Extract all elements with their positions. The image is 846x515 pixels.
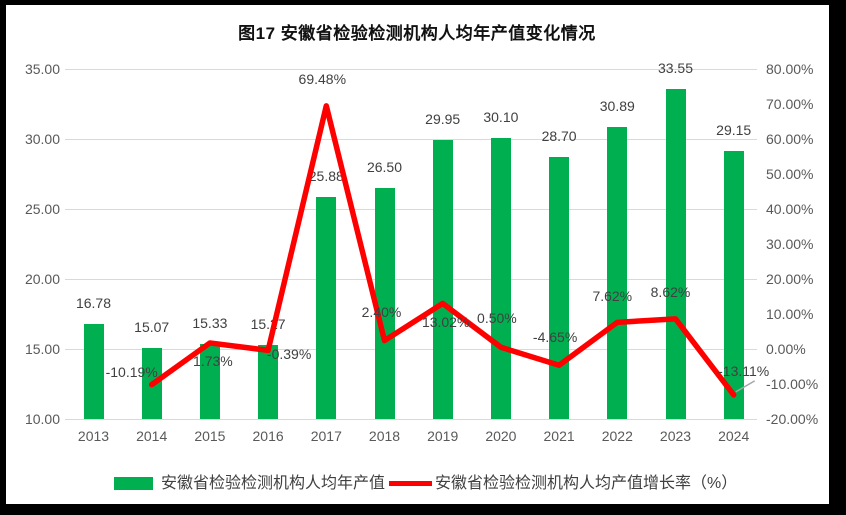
- gridline: [65, 419, 757, 420]
- bar-value-label-2015: 15.33: [192, 315, 228, 332]
- legend-bar-swatch-icon: [114, 477, 153, 490]
- right-axis-tick-label: 40.00%: [766, 201, 814, 217]
- line-value-label-2021: -4.65%: [532, 329, 578, 346]
- bar-value-label-2020: 30.10: [483, 108, 519, 125]
- right-axis-tick-label: 80.00%: [766, 61, 814, 77]
- line-value-label-2022: 7.62%: [592, 288, 633, 305]
- x-axis-label-2019: 2019: [427, 428, 459, 444]
- x-axis-label-2024: 2024: [718, 428, 750, 444]
- right-axis-tick-label: 10.00%: [766, 306, 814, 322]
- right-axis-tick-label: 60.00%: [766, 131, 814, 147]
- bar-2017: [316, 196, 337, 419]
- x-axis-label-2021: 2021: [543, 428, 575, 444]
- x-axis-label-2017: 2017: [310, 428, 342, 444]
- line-value-label-2024: -13.11%: [718, 362, 770, 379]
- gridline: [65, 349, 757, 350]
- bar-value-label-2019: 29.95: [425, 110, 461, 127]
- bar-2019: [432, 139, 453, 419]
- line-value-label-2020: 0.50%: [477, 310, 517, 327]
- x-axis-label-2014: 2014: [136, 428, 168, 444]
- bar-2014: [141, 348, 162, 419]
- legend-line-label: 安徽省检验检测机构人均产值增长率（%）: [435, 475, 738, 492]
- left-axis-tick-label: 15.00: [24, 341, 60, 357]
- bar-value-label-2024: 29.15: [716, 121, 752, 138]
- bar-value-label-2017: 25.88: [308, 167, 344, 184]
- left-axis-tick-label: 20.00: [24, 271, 60, 287]
- line-value-label-2018: 2.40%: [361, 303, 402, 320]
- line-value-label-2016: -0.39%: [266, 346, 312, 363]
- bar-2023: [665, 89, 686, 419]
- gridline: [65, 209, 757, 210]
- right-axis-tick-label: 20.00%: [766, 271, 814, 287]
- bar-2013: [83, 324, 104, 419]
- chart-legend: 安徽省检验检测机构人均年产值 安徽省检验检测机构人均产值增长率（%）: [114, 475, 737, 492]
- page-border-bottom: [0, 504, 846, 515]
- left-axis-tick-label: 35.00: [24, 61, 60, 77]
- line-value-label-2023: 8.62%: [650, 283, 691, 300]
- bar-value-label-2014: 15.07: [134, 319, 170, 336]
- bar-2020: [490, 137, 511, 419]
- bar-value-label-2013: 16.78: [75, 295, 112, 312]
- right-axis-tick-label: 30.00%: [766, 236, 814, 252]
- x-axis-label-2022: 2022: [601, 428, 633, 444]
- right-axis-tick-label: -20.00%: [766, 411, 819, 427]
- line-value-label-2019: 13.02%: [421, 314, 470, 331]
- x-axis-label-2020: 2020: [485, 428, 517, 444]
- bar-2021: [549, 157, 570, 419]
- legend-line-swatch-icon: [389, 481, 433, 486]
- line-value-label-2017: 69.48%: [298, 70, 347, 87]
- legend-bar-label: 安徽省检验检测机构人均年产值: [161, 475, 386, 492]
- right-axis-tick-label: 50.00%: [766, 166, 814, 182]
- gridline: [65, 139, 757, 140]
- left-axis-tick-label: 30.00: [24, 131, 60, 147]
- page-border-top: [0, 0, 846, 5]
- bar-value-label-2022: 30.89: [599, 97, 635, 114]
- bar-value-label-2016: 15.27: [250, 316, 286, 333]
- x-axis-label-2016: 2016: [252, 428, 284, 444]
- x-axis-label-2015: 2015: [194, 428, 226, 444]
- bar-value-label-2021: 28.70: [541, 128, 577, 145]
- x-axis-label-2013: 2013: [77, 428, 110, 444]
- x-axis-label-2018: 2018: [368, 428, 401, 444]
- right-axis-tick-label: -10.00%: [766, 376, 819, 392]
- bar-2022: [607, 126, 628, 419]
- left-axis-tick-label: 10.00: [24, 411, 60, 427]
- page-border-right: [829, 0, 846, 515]
- bar-value-label-2023: 33.55: [657, 60, 694, 77]
- line-value-label-2014: -10.19%: [105, 363, 158, 380]
- right-axis-tick-label: 70.00%: [766, 96, 814, 112]
- line-value-label-2015: 1.73%: [193, 352, 233, 369]
- left-axis-tick-label: 25.00: [24, 201, 60, 217]
- x-axis-label-2023: 2023: [659, 428, 692, 444]
- right-axis-tick-label: 0.00%: [766, 341, 806, 357]
- gridline: [65, 69, 757, 70]
- gridline: [65, 279, 757, 280]
- page-border-left: [0, 0, 6, 515]
- chart-title: 图17 安徽省检验检测机构人均年产值变化情况: [238, 24, 596, 43]
- bar-value-label-2018: 26.50: [366, 159, 403, 175]
